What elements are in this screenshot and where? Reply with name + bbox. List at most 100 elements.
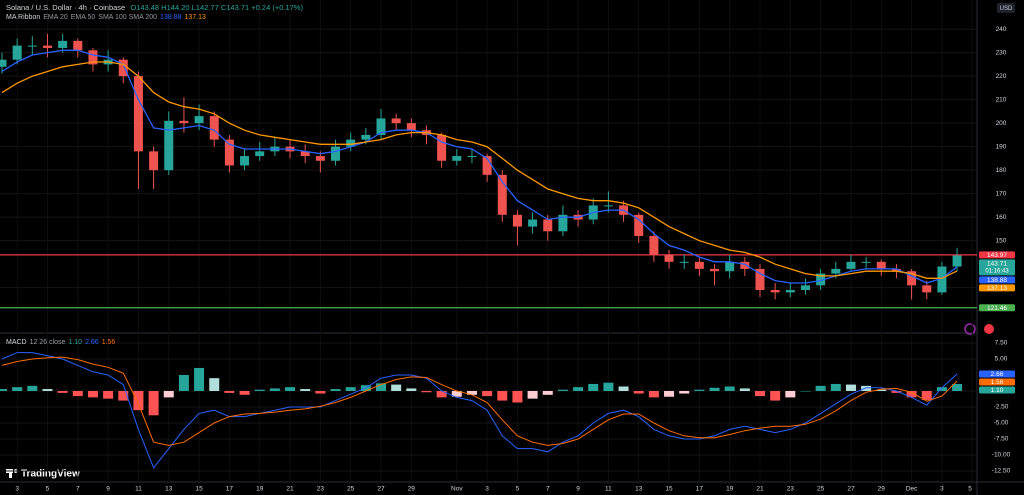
- indicator-line: [1, 356, 958, 446]
- x-tick-label: Nov: [451, 486, 463, 493]
- candle-body: [315, 156, 325, 161]
- histogram-bar: [163, 390, 174, 398]
- candle-body: [224, 139, 234, 166]
- y-tick-label: 210: [996, 96, 1007, 103]
- histogram-bar: [300, 389, 311, 391]
- x-tick-label: 21: [756, 486, 764, 493]
- x-tick-label: Dec: [906, 486, 918, 493]
- y-tick-label: -7.50: [994, 436, 1009, 443]
- candle-body: [937, 266, 947, 293]
- macd-tag-bg: [979, 378, 1015, 386]
- histogram-bar: [103, 390, 114, 399]
- indicator-line: [1, 352, 958, 469]
- candle-body: [482, 156, 492, 175]
- candle-body: [437, 134, 447, 161]
- histogram-bar: [178, 374, 189, 391]
- y-tick-label: 170: [996, 190, 1007, 197]
- macd-tag: 1.56: [991, 379, 1004, 386]
- histogram-bar: [497, 390, 508, 401]
- indicator-name[interactable]: MA Ribbon: [6, 14, 41, 21]
- x-tick-label: 7: [546, 486, 550, 493]
- candle-body: [543, 219, 553, 232]
- x-tick-label: 3: [940, 486, 944, 493]
- x-tick-label: 15: [665, 486, 673, 493]
- x-tick-label: 29: [408, 486, 416, 493]
- candle-body: [816, 273, 826, 286]
- candle-body: [679, 261, 689, 263]
- candle-body: [255, 151, 265, 157]
- candle-body: [755, 268, 765, 291]
- histogram-bar: [133, 390, 144, 411]
- histogram-bar: [800, 390, 811, 392]
- histogram-bar: [618, 386, 629, 391]
- ma-tag-bg: [979, 276, 1015, 284]
- candle-body: [0, 59, 7, 67]
- candle-body: [331, 146, 341, 161]
- macd-legend: MACD 12 26 close 1.10 2.66 1.56: [6, 339, 118, 346]
- x-tick-label: 13: [635, 486, 643, 493]
- histogram-bar: [512, 390, 523, 403]
- candle-body: [42, 45, 52, 48]
- candle-body: [133, 76, 143, 152]
- x-tick-label: 3: [485, 486, 489, 493]
- indicator-params: SMA 100 SMA 200: [98, 14, 158, 21]
- x-tick-label: 5: [516, 486, 520, 493]
- histogram-bar: [648, 390, 659, 398]
- indicator-name[interactable]: MACD: [6, 339, 27, 346]
- symbol-title[interactable]: Solana / U.S. Dollar · 4h · Coinbase: [6, 3, 126, 12]
- candle-body: [118, 59, 128, 77]
- x-tick-label: 25: [347, 486, 355, 493]
- alert-icon[interactable]: [984, 324, 994, 334]
- histogram-bar: [421, 390, 432, 393]
- y-tick-label: 180: [996, 167, 1007, 174]
- candle-body: [406, 123, 416, 131]
- y-tick-label: 160: [996, 214, 1007, 221]
- histogram-bar: [603, 382, 614, 391]
- candle-body: [452, 156, 462, 161]
- histogram-bar: [952, 383, 963, 391]
- candle-body: [391, 118, 401, 124]
- y-tick-label: 7.50: [995, 340, 1008, 347]
- histogram-bar: [527, 390, 538, 399]
- histogram-bar: [557, 389, 568, 391]
- candle-body: [876, 261, 886, 269]
- candle-body: [240, 156, 250, 166]
- candle-body: [846, 261, 856, 269]
- histogram-bar: [694, 389, 705, 391]
- x-tick-label: 29: [878, 486, 886, 493]
- x-tick-label: 17: [226, 486, 234, 493]
- candle-body: [664, 254, 674, 262]
- y-tick-label: 240: [996, 26, 1007, 33]
- replay-icon[interactable]: [964, 323, 976, 335]
- histogram-bar: [770, 390, 781, 401]
- legend-value: 137.13: [184, 14, 206, 21]
- currency[interactable]: USD: [1000, 6, 1013, 12]
- histogram-bar: [876, 389, 887, 391]
- candle-body: [740, 261, 750, 269]
- ma-tag: 137.13: [987, 285, 1007, 292]
- macd-tag-bg: [979, 370, 1015, 378]
- histogram-bar: [87, 390, 98, 398]
- candle-body: [497, 174, 507, 215]
- histogram-bar: [755, 390, 765, 397]
- x-tick-label: 25: [817, 486, 825, 493]
- candle-body: [73, 40, 83, 51]
- currency-box[interactable]: [997, 3, 1015, 13]
- candle-body: [361, 134, 371, 140]
- histogram-bar: [709, 387, 720, 391]
- histogram-bar: [391, 384, 402, 391]
- x-tick-label: 19: [726, 486, 734, 493]
- level-tag-bg: [979, 251, 1015, 259]
- candle-body: [922, 285, 932, 293]
- histogram-bar: [936, 387, 947, 391]
- histogram-bar: [406, 388, 417, 391]
- candle-body: [209, 116, 219, 140]
- histogram-bar: [906, 390, 917, 398]
- x-tick-label: 3: [15, 486, 19, 493]
- histogram-bar: [436, 390, 447, 398]
- candle-body: [634, 214, 644, 236]
- histogram-bar: [573, 387, 584, 391]
- histogram-bar: [830, 383, 841, 391]
